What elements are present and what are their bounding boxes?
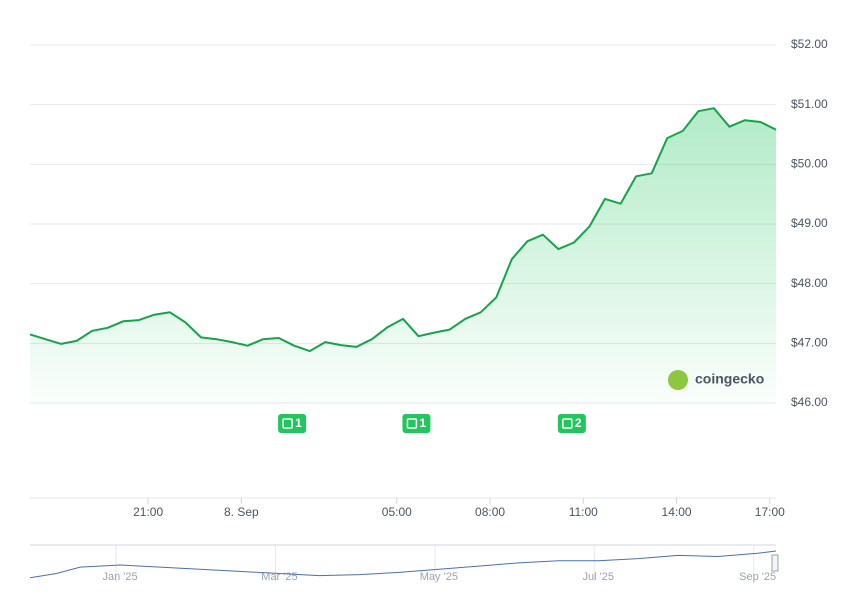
event-flag-label: 1 bbox=[419, 416, 426, 430]
y-tick-label: $47.00 bbox=[791, 336, 828, 350]
watermark-logo bbox=[668, 370, 688, 390]
y-tick-label: $49.00 bbox=[791, 216, 828, 230]
navigator-tick-label: May '25 bbox=[420, 571, 458, 583]
y-tick-label: $51.00 bbox=[791, 97, 828, 111]
navigator-line bbox=[29, 550, 777, 579]
event-flag-icon bbox=[282, 418, 293, 429]
y-tick-label: $48.00 bbox=[791, 276, 828, 290]
event-flag[interactable]: 1 bbox=[402, 414, 431, 433]
x-tick-label: 14:00 bbox=[662, 505, 692, 519]
event-flag[interactable]: 1 bbox=[278, 414, 307, 433]
event-flag-icon bbox=[406, 418, 418, 429]
y-tick-label: $52.00 bbox=[791, 37, 828, 51]
x-tick-label: 8. Sep bbox=[224, 505, 259, 519]
x-tick-label: 21:00 bbox=[133, 505, 163, 519]
price-line bbox=[29, 107, 777, 353]
navigator-tick-label: Jul '25 bbox=[583, 571, 614, 583]
event-flag[interactable]: 2 bbox=[557, 414, 586, 433]
x-tick-label: 17:00 bbox=[755, 505, 785, 519]
y-tick-label: $46.00 bbox=[791, 395, 828, 409]
y-tick-label: $50.00 bbox=[791, 157, 828, 171]
event-flag-label: 1 bbox=[295, 416, 302, 430]
x-tick-label: 05:00 bbox=[382, 505, 412, 519]
event-flag-label: 2 bbox=[575, 416, 582, 430]
navigator-handle[interactable] bbox=[771, 554, 779, 572]
event-flag-icon bbox=[562, 418, 573, 429]
price-area bbox=[30, 108, 776, 403]
x-tick-label: 08:00 bbox=[475, 505, 505, 519]
watermark-text: coingecko bbox=[695, 371, 764, 387]
x-tick-label: 11:00 bbox=[569, 505, 598, 519]
navigator-tick-label: Jan '25 bbox=[102, 571, 137, 583]
watermark: coingecko bbox=[668, 370, 764, 390]
navigator-tick-label: Sep '25 bbox=[739, 571, 776, 583]
